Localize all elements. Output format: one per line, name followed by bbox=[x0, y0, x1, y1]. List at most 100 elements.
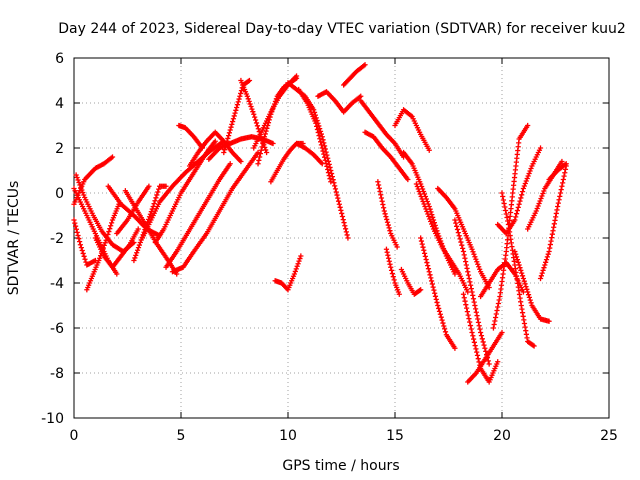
data-point-marker bbox=[512, 248, 518, 255]
data-point-marker bbox=[430, 217, 437, 223]
data-point-marker bbox=[430, 214, 436, 220]
series-arc-38 bbox=[435, 185, 492, 291]
data-point-marker bbox=[421, 247, 427, 253]
series-arc-49 bbox=[546, 161, 569, 183]
data-point-marker bbox=[538, 195, 544, 202]
data-point-marker bbox=[518, 267, 524, 273]
data-point-marker bbox=[336, 201, 342, 207]
data-point-marker bbox=[485, 358, 491, 364]
data-point-marker bbox=[520, 275, 526, 282]
data-point-marker bbox=[522, 180, 528, 187]
data-point-marker bbox=[262, 131, 268, 137]
data-point-marker bbox=[559, 158, 565, 165]
data-point-marker bbox=[135, 226, 141, 232]
data-point-marker bbox=[105, 231, 111, 238]
data-point-marker bbox=[494, 307, 500, 314]
data-point-marker bbox=[476, 323, 482, 329]
data-point-marker bbox=[386, 258, 392, 264]
series-arc-13 bbox=[163, 161, 233, 270]
y-tick-label: -6 bbox=[50, 321, 64, 337]
data-point-marker bbox=[270, 140, 276, 147]
data-point-marker bbox=[291, 271, 298, 277]
data-point-marker bbox=[437, 311, 443, 317]
data-point-marker bbox=[335, 195, 341, 201]
data-point-marker bbox=[477, 326, 483, 332]
data-point-marker bbox=[471, 299, 477, 305]
data-point-marker bbox=[247, 101, 253, 107]
data-point-marker bbox=[297, 255, 303, 262]
data-point-marker bbox=[375, 179, 381, 185]
data-point-marker bbox=[261, 134, 268, 140]
data-point-marker bbox=[466, 275, 472, 282]
data-point-marker bbox=[499, 190, 505, 196]
data-point-marker bbox=[418, 287, 424, 293]
data-point-marker bbox=[212, 138, 218, 144]
series-arc-24 bbox=[296, 86, 334, 185]
data-point-marker bbox=[469, 329, 475, 336]
data-point-marker bbox=[454, 223, 460, 229]
data-point-marker bbox=[562, 166, 569, 172]
data-point-marker bbox=[324, 163, 330, 170]
data-point-marker bbox=[492, 318, 498, 324]
data-point-marker bbox=[327, 176, 333, 182]
data-point-marker bbox=[525, 122, 531, 129]
data-point-marker bbox=[472, 254, 478, 260]
data-point-marker bbox=[388, 264, 394, 270]
data-point-marker bbox=[470, 296, 477, 302]
data-point-marker bbox=[429, 281, 435, 287]
data-point-marker bbox=[294, 263, 300, 269]
data-point-marker bbox=[226, 133, 232, 139]
data-point-marker bbox=[521, 183, 527, 189]
data-point-marker bbox=[502, 207, 509, 214]
series-arc-27 bbox=[341, 62, 368, 88]
data-point-marker bbox=[492, 314, 499, 321]
data-point-marker bbox=[322, 157, 328, 163]
series-arc-47 bbox=[512, 248, 552, 324]
data-point-marker bbox=[381, 208, 387, 214]
data-point-marker bbox=[136, 242, 143, 248]
data-point-marker bbox=[418, 238, 425, 244]
data-point-marker bbox=[249, 106, 255, 112]
data-point-marker bbox=[236, 96, 242, 102]
data-point-marker bbox=[155, 189, 161, 195]
data-point-marker bbox=[339, 210, 345, 217]
data-point-marker bbox=[413, 181, 419, 187]
data-point-marker bbox=[432, 222, 438, 228]
data-point-marker bbox=[475, 316, 481, 322]
data-point-marker bbox=[296, 258, 302, 264]
data-point-marker bbox=[315, 129, 321, 136]
data-point-marker bbox=[558, 187, 564, 193]
data-point-marker bbox=[513, 254, 520, 260]
data-point-marker bbox=[526, 170, 532, 177]
series-arc-20 bbox=[255, 75, 300, 167]
data-point-marker bbox=[495, 359, 501, 365]
data-point-marker bbox=[339, 213, 346, 220]
data-point-marker bbox=[473, 256, 479, 262]
data-point-marker bbox=[467, 319, 473, 325]
data-point-marker bbox=[475, 356, 481, 362]
data-point-marker bbox=[550, 228, 556, 234]
y-tick-label: 6 bbox=[55, 51, 64, 67]
data-point-marker bbox=[552, 217, 558, 223]
series-arc-36 bbox=[418, 235, 458, 351]
data-point-marker bbox=[156, 186, 162, 192]
data-point-marker bbox=[248, 103, 254, 110]
data-point-marker bbox=[493, 311, 499, 317]
data-point-marker bbox=[429, 221, 435, 227]
data-point-marker bbox=[362, 62, 368, 68]
data-point-marker bbox=[547, 245, 553, 251]
data-point-marker bbox=[340, 216, 346, 223]
data-point-marker bbox=[527, 168, 533, 174]
data-point-marker bbox=[474, 352, 481, 359]
data-point-marker bbox=[463, 259, 469, 265]
data-point-marker bbox=[244, 93, 250, 99]
data-point-marker bbox=[318, 142, 325, 148]
data-point-marker bbox=[163, 183, 169, 189]
data-point-marker bbox=[559, 183, 565, 189]
data-point-marker bbox=[137, 239, 143, 246]
data-point-marker bbox=[316, 133, 322, 139]
data-point-marker bbox=[527, 297, 533, 303]
series-arc-44 bbox=[499, 190, 537, 349]
data-point-marker bbox=[73, 223, 79, 229]
data-point-marker bbox=[382, 211, 388, 217]
